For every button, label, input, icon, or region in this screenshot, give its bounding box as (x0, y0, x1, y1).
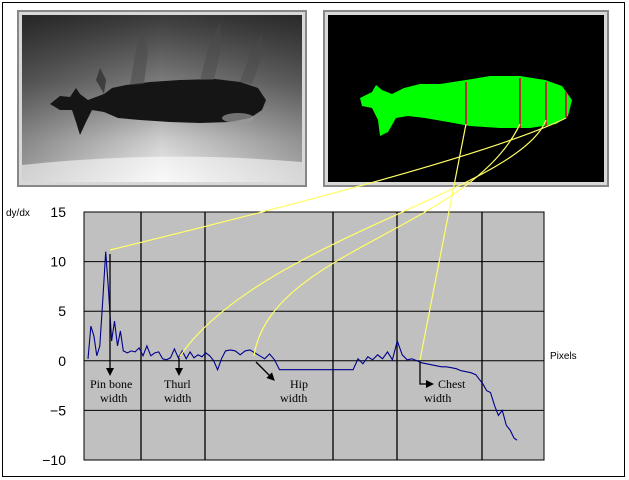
connector-thurl (179, 119, 547, 357)
y-axis-label: dy/dx (6, 208, 30, 219)
y-tick-labels: 15 10 5 0 −5 −10 (42, 204, 66, 468)
label-pin-bone-line1: Pin bone (90, 377, 132, 391)
y-tick-label: −5 (50, 402, 66, 418)
label-chest-line2: width (424, 391, 451, 405)
photo-panel (17, 10, 307, 187)
label-pin-bone-line2: width (100, 391, 127, 405)
annotation-pin-bone: Pin bone width (90, 254, 132, 405)
horizontal-gridlines (84, 211, 544, 461)
vertical-gridlines (140, 212, 483, 460)
connector-lines (109, 117, 567, 361)
label-hip-line1: Hip (290, 377, 308, 391)
x-axis-label: Pixels (550, 351, 577, 362)
y-tick-label: 15 (50, 204, 66, 220)
annotation-thurl: Thurl width (164, 358, 191, 405)
plot-background (83, 211, 545, 461)
connector-pin-bone (109, 117, 567, 251)
mask-panel (323, 10, 609, 187)
connector-hip (253, 123, 521, 357)
y-tick-label: −10 (42, 452, 66, 468)
label-chest-line1: Chest (438, 377, 466, 391)
y-tick-label: 10 (50, 254, 66, 270)
label-thurl-line2: width (164, 391, 191, 405)
label-thurl-line1: Thurl (164, 377, 191, 391)
derivative-series-line (87, 251, 518, 441)
connector-chest (419, 123, 467, 361)
annotation-hip: Hip width (255, 361, 308, 405)
label-hip-line2: width (280, 391, 307, 405)
animal-silhouette (50, 79, 266, 135)
annotation-chest: Chest width (419, 362, 466, 405)
y-tick-label: 5 (58, 303, 66, 319)
y-tick-label: 0 (58, 353, 66, 369)
plot-area (83, 211, 545, 461)
